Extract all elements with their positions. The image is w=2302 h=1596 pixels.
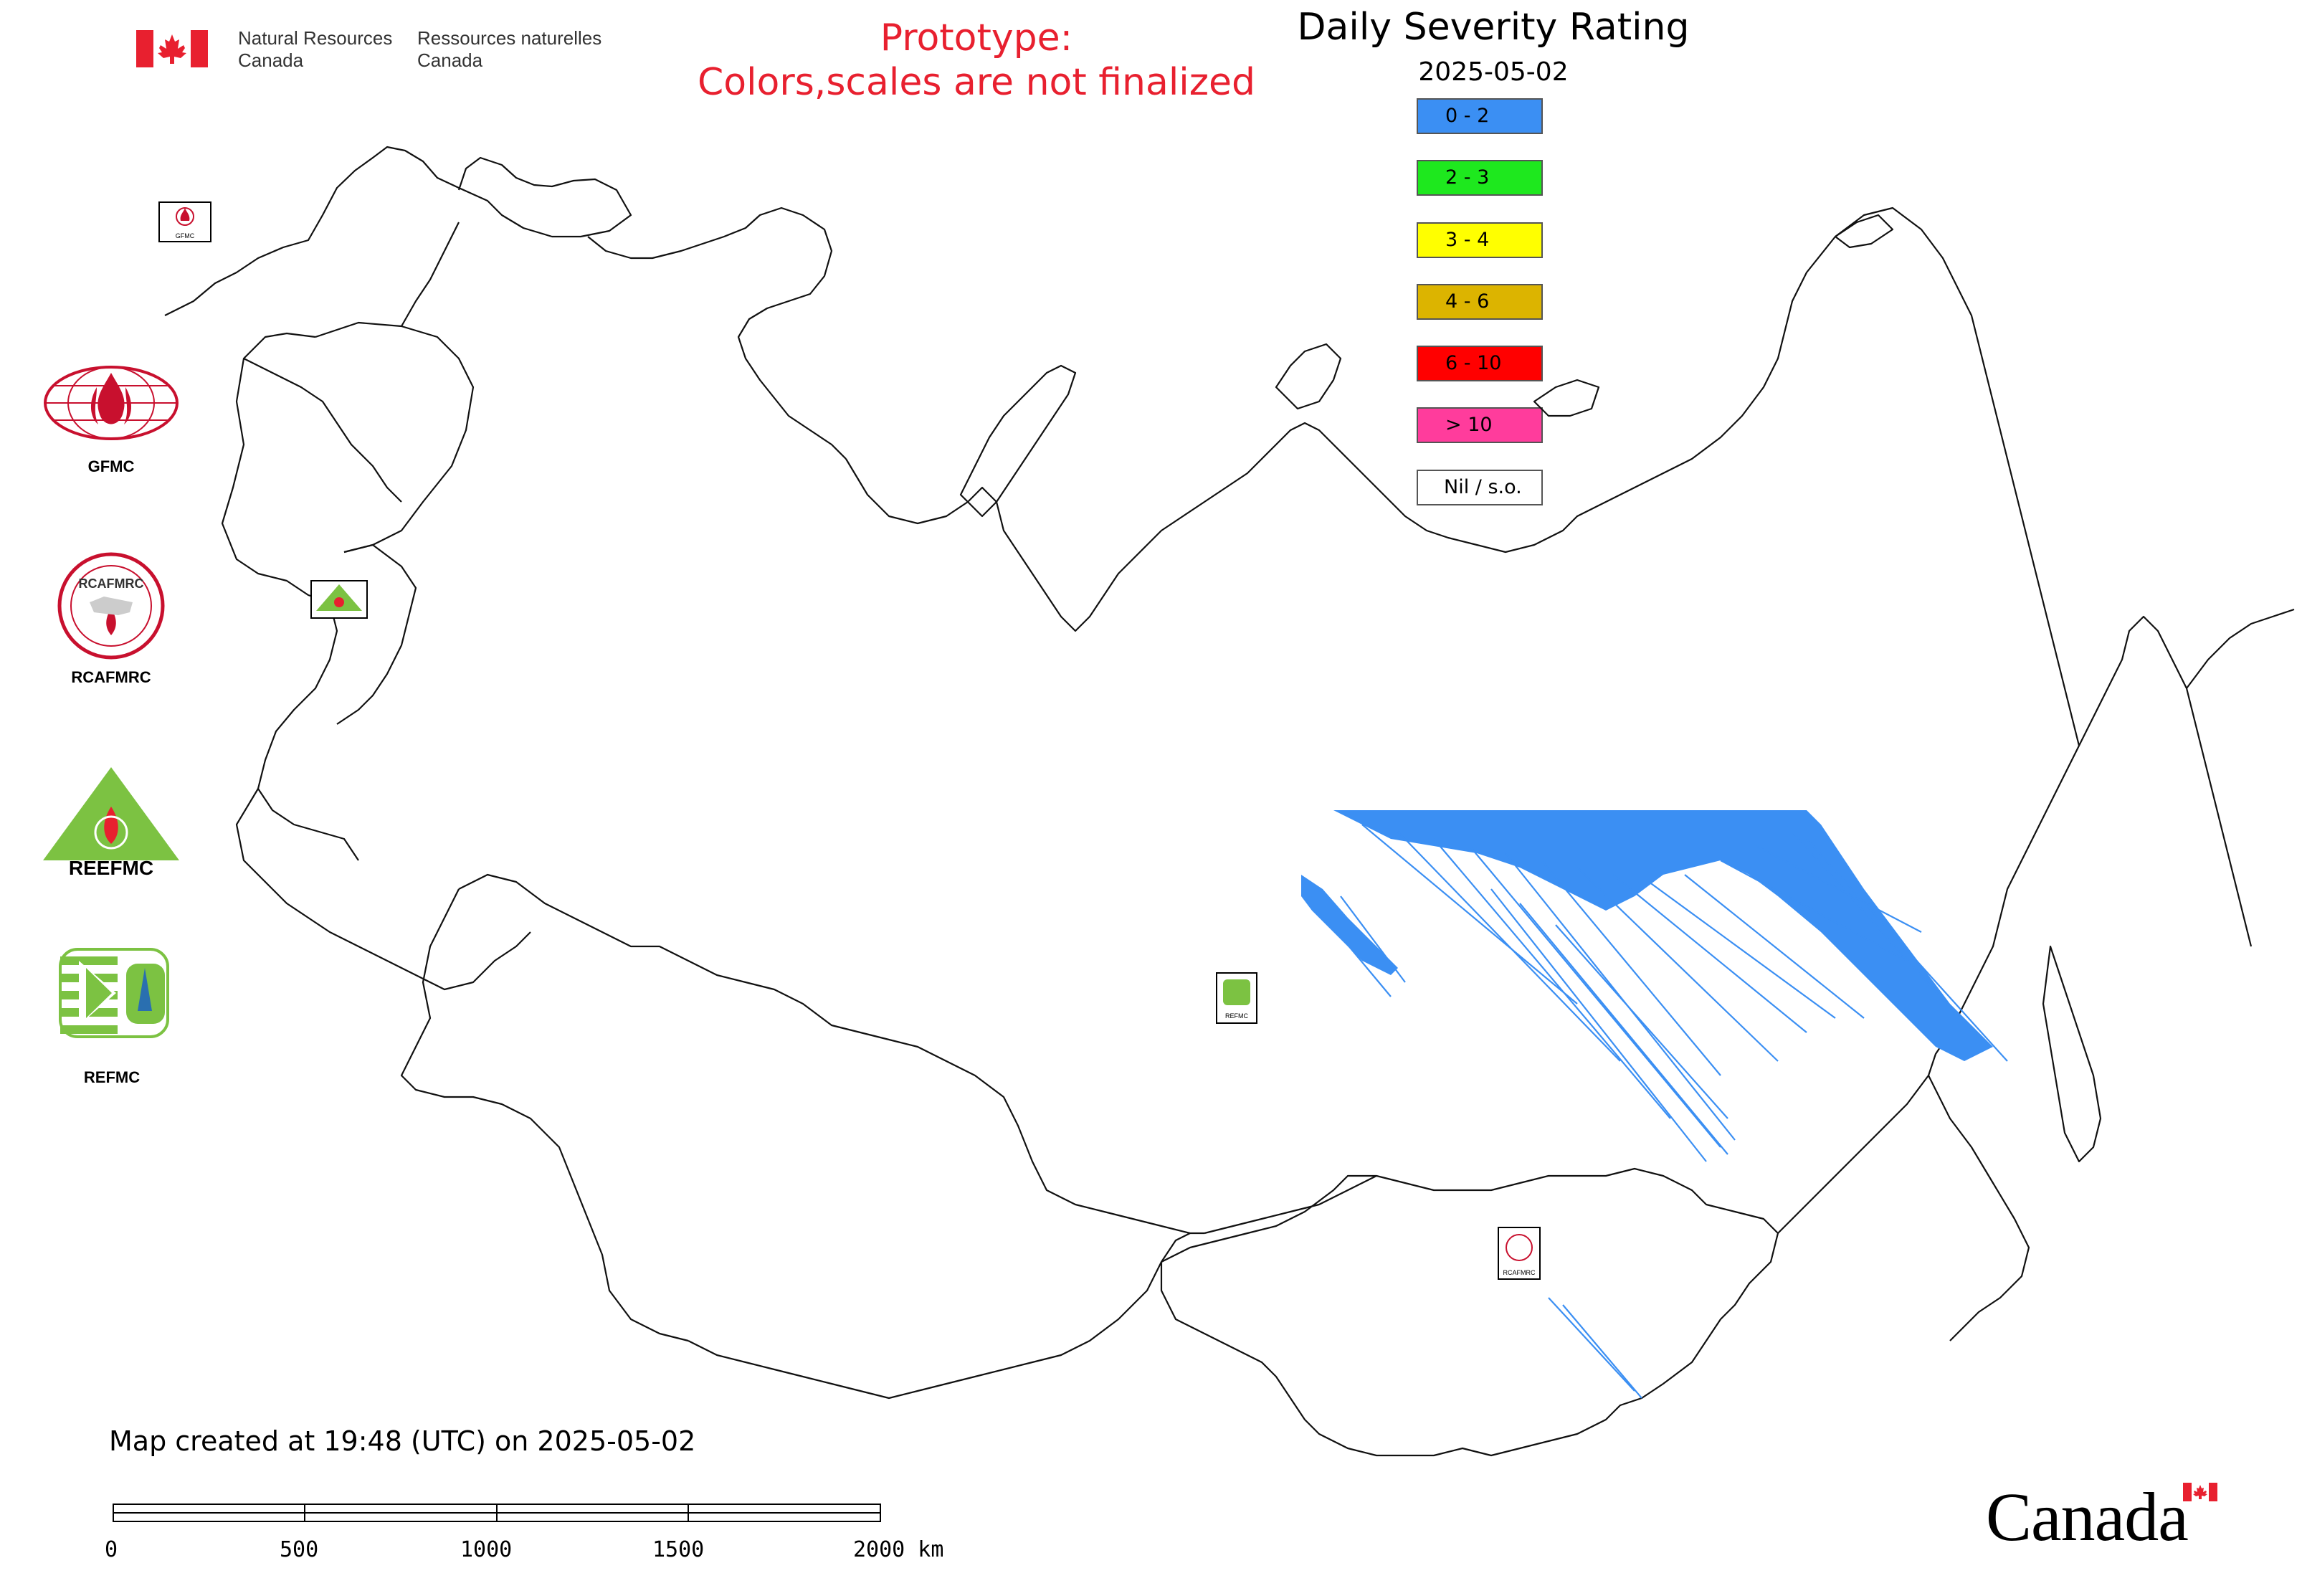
legend-label: 2 - 3 — [1445, 166, 1490, 189]
rcafmrc-logo-text: RCAFMRC — [79, 576, 144, 591]
legend-item-6-10: 6 - 10 — [1417, 346, 1543, 381]
border-baltic-states — [243, 358, 402, 503]
border-ukraine — [336, 543, 417, 725]
refmc-logo-icon — [59, 948, 169, 1038]
prototype-line-1: Prototype: — [880, 16, 1073, 60]
legend-item-2-3: 2 - 3 — [1417, 160, 1543, 196]
legend-label: 4 - 6 — [1445, 290, 1490, 313]
coastline-siberia-north — [845, 206, 2080, 746]
border-central-asia-south — [688, 1232, 1191, 1400]
org-logo-reefmc: REEFMC — [36, 764, 194, 879]
org-label-gfmc: GFMC — [87, 457, 135, 475]
scale-bar-graphic — [113, 1504, 881, 1522]
scale-tick-2000: 2000 km — [853, 1537, 944, 1562]
marker-rcafmrc-label: RCAFMRC — [1503, 1269, 1536, 1276]
reefmc-logo-text: REEFMC — [69, 857, 153, 878]
dsr-fill-0-2-west — [1301, 875, 1398, 975]
island-novaya-zemlya — [959, 364, 1077, 518]
map-marker-reefmc — [310, 580, 368, 619]
island-new-siberian — [1533, 379, 1600, 417]
island-wrangel — [1834, 214, 1894, 249]
marker-gfmc-label: GFMC — [176, 232, 195, 239]
map-marker-refmc: REFMC — [1216, 972, 1257, 1024]
map-marker-rcafmrc: RCAFMRC — [1498, 1227, 1541, 1280]
dsr-fill-0-2 — [1333, 810, 1993, 1061]
coastline-alaska — [2186, 608, 2295, 689]
dsr-streaks — [1318, 824, 2008, 1399]
legend-item-nil: Nil / s.o. — [1417, 470, 1543, 505]
coastline-scandinavia — [164, 146, 632, 316]
reefmc-logo-icon: REEFMC — [43, 767, 179, 879]
coastline-kola — [587, 206, 847, 460]
map-marker-gfmc: GFMC — [158, 201, 211, 242]
org-logo-refmc: REFMC — [57, 946, 201, 1090]
org-logo-rcafmrc: RCAFMRC RCAFMRC — [39, 552, 183, 695]
legend-item-gt-10: > 10 — [1417, 407, 1543, 443]
org-logo-gfmc: GFMC — [39, 358, 183, 475]
map-date: 2025-05-02 — [1418, 57, 1569, 87]
scale-tick-500: 500 — [280, 1537, 319, 1562]
scale-tick-0: 0 — [105, 1537, 118, 1562]
border-mongolia — [1160, 1167, 1779, 1457]
org-label-rcafmrc: RCAFMRC — [71, 668, 151, 686]
coastline-black-sea — [235, 788, 531, 991]
prototype-line-2: Colors,scales are not finalized — [697, 61, 1256, 104]
legend-label: 0 - 2 — [1445, 105, 1490, 127]
map-title: Daily Severity Rating — [1297, 6, 1690, 49]
legend-item-0-2: 0 - 2 — [1417, 98, 1543, 134]
canada-wordmark-flag-icon — [2183, 1483, 2217, 1501]
island-sakhalin — [2042, 945, 2102, 1163]
coastline-far-east — [1928, 1075, 2030, 1341]
border-kazakhstan — [458, 873, 1204, 1235]
org-label-refmc: REFMC — [83, 1068, 141, 1086]
island-severnaya-zemlya — [1275, 343, 1342, 410]
canada-wordmark: Canada — [1986, 1477, 2230, 1563]
border-china-east — [1777, 1075, 1929, 1234]
legend-item-3-4: 3 - 4 — [1417, 222, 1543, 258]
scale-bar: 0 500 1000 1500 2000 km — [105, 1503, 968, 1589]
legend-label: 3 - 4 — [1445, 229, 1490, 251]
border-siberia-south — [1204, 1175, 1377, 1235]
scale-tick-1000: 1000 — [460, 1537, 513, 1562]
gfmc-logo-icon — [44, 366, 179, 440]
rcafmrc-logo-icon: RCAFMRC — [57, 552, 165, 660]
canada-wordmark-text: Canada — [1986, 1478, 2189, 1555]
legend-label: 6 - 10 — [1445, 352, 1502, 374]
border-caspian — [400, 888, 689, 1342]
legend-item-4-6: 4 - 6 — [1417, 284, 1543, 320]
legend-label: > 10 — [1445, 414, 1493, 436]
legend-label: Nil / s.o. — [1444, 476, 1522, 498]
border-finland — [401, 222, 460, 327]
border-belarus — [315, 321, 475, 554]
dept-name-en: Natural Resources Canada — [238, 27, 393, 71]
prototype-notice: Prototype: Colors,scales are not finaliz… — [654, 16, 1299, 105]
map-created-note: Map created at 19:48 (UTC) on 2025-05-02 — [109, 1425, 696, 1457]
marker-refmc-label: REFMC — [1225, 1012, 1248, 1020]
scale-tick-1500: 1500 — [652, 1537, 705, 1562]
dept-name-fr: Ressources naturelles Canada — [417, 27, 602, 71]
dsr-data-layer — [1301, 810, 2008, 1399]
nrcan-signature: Natural Resources Canada Ressources natu… — [136, 27, 602, 77]
coastline-kamchatka — [2078, 615, 2253, 947]
canada-flag-icon — [136, 30, 208, 67]
